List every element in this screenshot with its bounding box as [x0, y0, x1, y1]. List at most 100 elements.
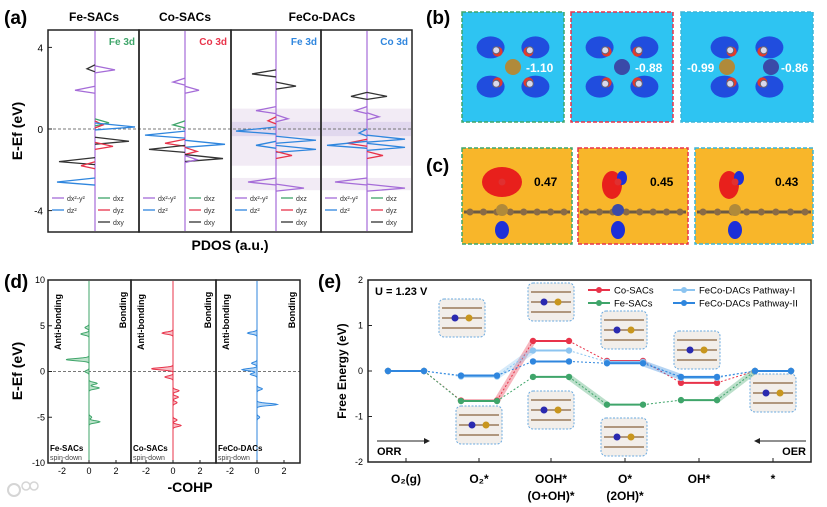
x-tick-label: -2 — [142, 466, 150, 476]
legend-label: dxy — [386, 220, 397, 227]
panel-label-d: (d) — [4, 272, 28, 293]
n-atom — [634, 79, 643, 88]
legend-label: dyz — [204, 208, 215, 215]
n-atom — [601, 79, 610, 88]
pdos-peak-purple — [366, 183, 406, 192]
data-point — [565, 347, 573, 354]
cohp-chart: Anti-bonding Bonding Fe-SACs spin-down -2 0 2 A… — [32, 275, 301, 476]
pdos-title-fe: Fe-SACs — [69, 10, 119, 24]
pdos-peak-black — [350, 91, 368, 100]
category-label: OH* — [688, 472, 711, 486]
rate-determining-step — [715, 368, 757, 403]
pdos-peak-purple — [334, 177, 368, 186]
data-point — [639, 360, 647, 367]
c-atom — [636, 208, 644, 216]
fe-atom — [465, 314, 473, 322]
data-point — [493, 372, 501, 379]
pdos-peak-purple — [94, 65, 116, 74]
fe-atom — [554, 406, 562, 414]
pdos-peak-blue — [144, 130, 186, 139]
data-point — [457, 397, 465, 405]
charge-transfer-value: 0.43 — [775, 175, 799, 189]
y-tick-label: 4 — [37, 43, 43, 54]
pdos-peak-purple — [275, 183, 305, 192]
rate-determining-step — [567, 374, 609, 408]
pdos-peak-red — [94, 120, 105, 129]
pdos-peak-black — [251, 69, 277, 78]
x-tick-label: 0 — [170, 466, 175, 476]
connector-line — [642, 362, 682, 378]
pdos-peak-purple — [352, 106, 368, 115]
legend-label: dxy — [296, 220, 307, 227]
metal-atom — [614, 59, 630, 75]
y-tick-label: -2 — [355, 457, 363, 467]
y-tick-label: 5 — [40, 321, 45, 331]
data-point — [677, 396, 685, 404]
pdos-peak-purple — [184, 85, 200, 94]
co-atom — [613, 433, 621, 441]
x-tick-label: -2 — [226, 466, 234, 476]
n-atom — [726, 46, 735, 55]
co-atom — [540, 298, 548, 306]
y-tick-label: 0 — [358, 366, 363, 376]
structure-thumbnail — [527, 390, 575, 430]
category-label: O* — [618, 472, 632, 486]
n-atom — [525, 46, 534, 55]
bader-charge-value: -0.86 — [781, 61, 809, 75]
oer-arrowhead — [754, 438, 760, 444]
structure-thumbnail — [527, 282, 575, 322]
legend-marker — [681, 287, 687, 293]
y-tick-label: -1 — [355, 412, 363, 422]
c-atom — [506, 208, 514, 216]
metal-atom — [729, 204, 741, 216]
pdos-peak-black — [184, 153, 224, 163]
subplot-frame — [320, 29, 413, 233]
legend-label: dz² — [340, 208, 350, 215]
c-atom — [772, 208, 780, 216]
charge-density-map — [681, 12, 813, 122]
legend-label: Fe-SACs — [614, 299, 653, 310]
bader-charge-value: -0.99 — [687, 61, 715, 75]
structure-thumbnail — [600, 417, 648, 457]
data-point — [751, 367, 759, 375]
orr-label: ORR — [377, 446, 402, 458]
pdos-peak-red — [184, 146, 200, 156]
connector-line — [496, 360, 534, 377]
data-point — [384, 367, 392, 375]
metal-atom — [612, 204, 624, 216]
bader-charge-value: -0.88 — [635, 61, 663, 75]
c-atom — [466, 208, 474, 216]
data-point — [713, 396, 721, 404]
free-energy-chart: 2 1 0 -1 -2 O₂(g) O₂* OOH* (O+OH)* O* (2OH)* OH* * Co… — [355, 275, 812, 503]
oer-label: OER — [782, 446, 806, 458]
fe-atom — [776, 389, 784, 397]
category-label: O₂* — [469, 472, 489, 486]
subplot-label: Fe 3d — [291, 37, 317, 48]
legend-label: dx²-y² — [250, 196, 269, 203]
density-lobe — [611, 221, 625, 239]
pdos-peak-green — [170, 120, 186, 129]
legend-label: FeCo-DACs Pathway-II — [699, 299, 798, 310]
pdos-peak-blue — [255, 140, 277, 149]
bonding-label: Bonding — [287, 292, 297, 329]
fe-potential-annotation: U = 1.23 V — [375, 286, 428, 298]
pdos-peak-blue — [275, 144, 317, 154]
data-point — [603, 401, 611, 408]
y-tick-label: 1 — [358, 321, 363, 331]
density-lobe — [728, 221, 742, 239]
charge-difference-map — [462, 148, 572, 244]
connector-line — [716, 370, 756, 378]
fe-atom — [554, 298, 562, 306]
legend-label: FeCo-DACs Pathway-I — [699, 286, 795, 297]
charge-density-images: -1.10 -0.88 -0.99 -0.86 — [461, 11, 814, 123]
pdos-peak-red — [266, 116, 277, 125]
c-atom — [582, 208, 590, 216]
n-atom — [492, 79, 501, 88]
legend-label: dxy — [204, 220, 215, 227]
pdos-title-co: Co-SACs — [159, 10, 211, 24]
n-atom — [634, 46, 643, 55]
watermark-logo — [7, 481, 39, 497]
metal-atom — [505, 59, 521, 75]
legend-label: dxz — [296, 196, 307, 203]
c-atom — [757, 208, 765, 216]
